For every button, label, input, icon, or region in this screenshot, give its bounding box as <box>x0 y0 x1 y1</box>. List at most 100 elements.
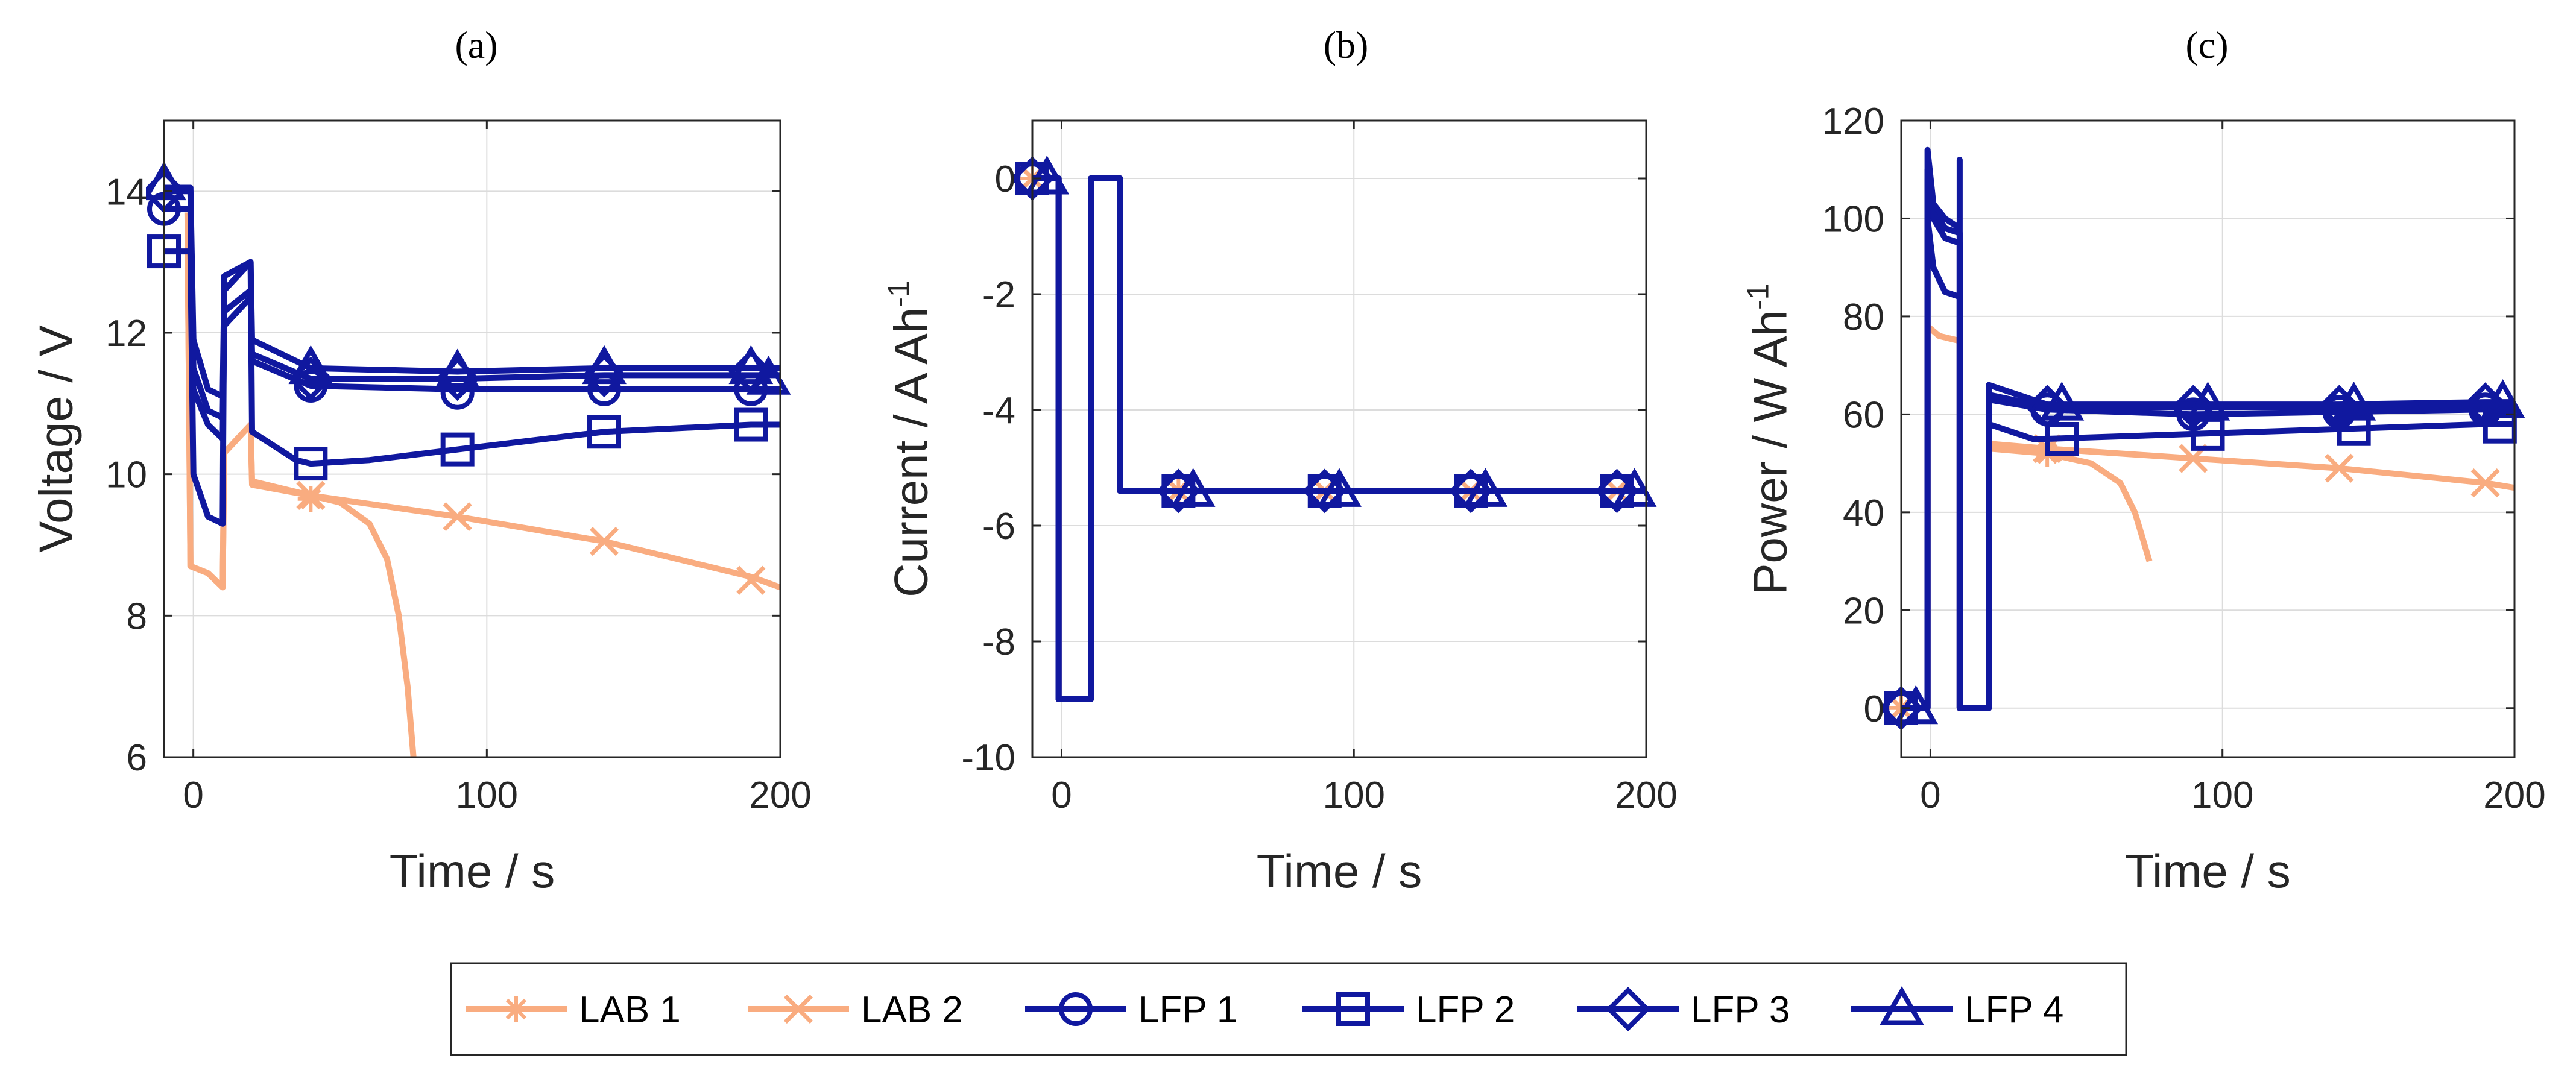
panel-c-lfp-3-marker-3 <box>2317 385 2362 430</box>
panel-a-axes-box <box>163 119 781 758</box>
panel-a-series-lfp-4 <box>146 161 791 400</box>
panel-a-ticks: 0 100 200 6 8 10 12 14 <box>106 121 812 816</box>
panel-a-lab-2-marker-0 <box>296 480 326 510</box>
panel-b-lfp-4-marker-2 <box>1317 468 1362 507</box>
panel-a-ylabel-text: Voltage / V <box>29 325 82 552</box>
legend: LAB 1 LAB 2 LFP 1 LFP 2 LFP 3 LFP 4 <box>450 962 2127 1056</box>
legend-item-lab-2: LAB 2 <box>748 989 963 1031</box>
panel-a-ytick-label-2: 10 <box>106 455 147 496</box>
legend-lfp-4-marker-0 <box>1880 986 1924 1025</box>
panel-b-ytick-label-5: 0 <box>995 159 1015 200</box>
legend-label-lfp-3: LFP 3 <box>1691 989 1790 1031</box>
legend-item-lfp-2: LFP 2 <box>1302 989 1515 1031</box>
panel-b-lfp-3-marker-1 <box>1156 468 1201 514</box>
panel-a-lfp-4-marker-4 <box>728 345 774 385</box>
panel-b-ytick-label-3: -4 <box>982 390 1015 432</box>
panel-b-ylabel-text: Current / A Ah <box>884 307 937 597</box>
panel-c-ytick-label-2: 40 <box>1843 492 1884 534</box>
panel-a: (a) 0 100 200 6 8 10 12 14 Time / s Voltage / V <box>29 24 811 898</box>
panel-a-lfp-4-marker-1 <box>288 345 333 385</box>
legend-box <box>450 962 2127 1056</box>
panel-a-ytick-label-0: 6 <box>127 737 147 779</box>
panel-b-line-lfp-4 <box>1032 175 1646 702</box>
panel-c-xlabel: Time / s <box>2125 845 2290 898</box>
panel-c-lfp-4-marker-4 <box>2480 379 2525 418</box>
legend-label-lfp-1: LFP 1 <box>1138 989 1237 1031</box>
panel-b-lfp-4-marker-4 <box>1612 468 1657 507</box>
legend-lfp-3-marker-0 <box>1606 987 1650 1031</box>
panel-a-title: (a) <box>455 24 497 66</box>
panel-c-lfp-4-marker-3 <box>2331 382 2376 421</box>
legend-lab-2-marker-0 <box>783 994 813 1024</box>
panel-a-series-lab-2 <box>184 212 781 595</box>
legend-items: LAB 1 LAB 2 LFP 1 LFP 2 LFP 3 LFP 4 <box>466 986 2063 1031</box>
panel-a-ylabel: Voltage / V <box>29 325 82 552</box>
legend-item-lfp-1: LFP 1 <box>1025 989 1237 1031</box>
panel-a-lfp-2-marker-3 <box>587 415 621 449</box>
panel-b-ticks: 0 100 200 -10 -8 -6 -4 -2 0 <box>961 121 1678 816</box>
panel-b-xtick-label-2: 200 <box>1615 775 1677 816</box>
panel-c-lab-2-marker-3 <box>2325 453 2354 483</box>
panel-c-xtick-label-0: 0 <box>1920 775 1940 816</box>
panel-b-ytick-label-0: -10 <box>961 737 1015 779</box>
panel-a-xtick-label-1: 100 <box>456 775 518 816</box>
panel-c-ytick-label-1: 20 <box>1843 590 1884 632</box>
panel-a-lfp-2-marker-1 <box>294 447 328 481</box>
panel-b-ytick-label-4: -2 <box>982 274 1015 316</box>
panel-b-lfp-4-marker-0 <box>1024 155 1070 195</box>
panel-a-lfp-4-marker-2 <box>435 348 480 388</box>
panel-c-lfp-2-marker-1 <box>2045 422 2079 456</box>
panel-a-lab-2-marker-2 <box>589 527 619 556</box>
panel-a-ytick-label-3: 12 <box>106 313 147 354</box>
legend-label-lab-1: LAB 1 <box>579 989 681 1031</box>
panel-c-ytick-label-4: 80 <box>1843 297 1884 338</box>
panel-b-ytick-label-1: -8 <box>982 621 1015 663</box>
panel-b-plot-area <box>1032 121 1646 757</box>
panel-a-lab-1-marker-0 <box>297 486 324 512</box>
panel-b-ytick-label-2: -6 <box>982 506 1015 547</box>
panel-b-lfp-3-marker-3 <box>1448 468 1493 514</box>
panel-c-lab-2-marker-4 <box>2470 468 2500 498</box>
panel-b-xtick-label-0: 0 <box>1051 775 1072 816</box>
panel-b-title: (b) <box>1324 24 1369 66</box>
panel-c-series-lfp-4 <box>1893 146 2525 725</box>
panel-c-title: (c) <box>2185 24 2228 66</box>
panel-a-xlabel: Time / s <box>390 845 555 898</box>
panel-c-ylabel-text: Power / W Ah <box>1743 310 1796 595</box>
panel-a-series <box>146 161 791 757</box>
panel-b-ylabel: Current / A Ah-1 <box>882 280 937 597</box>
panel-b: (b) 0 100 200 -10 -8 -6 -4 -2 0 Time / s Current / … <box>882 24 1677 898</box>
panel-c-lfp-4-marker-0 <box>1893 685 1939 725</box>
panel-c-plot-area <box>1901 121 2514 757</box>
panel-c-ticks: 0 100 200 0 20 40 60 80 100 120 <box>1822 101 2546 816</box>
legend-label-lfp-2: LFP 2 <box>1416 989 1515 1031</box>
panel-a-lfp-4-marker-5 <box>746 356 791 395</box>
panel-c-xtick-label-2: 200 <box>2483 775 2545 816</box>
panel-b-lfp-4-marker-3 <box>1463 468 1508 507</box>
panel-c-lfp-3-marker-2 <box>2171 385 2216 430</box>
panel-b-series <box>1014 155 1657 702</box>
legend-label-lab-2: LAB 2 <box>861 989 963 1031</box>
panel-b-ylabel-superscript: -1 <box>882 280 915 307</box>
panel-a-line-lfp-2 <box>164 248 780 527</box>
legend-item-lfp-3: LFP 3 <box>1577 987 1790 1031</box>
panel-c-line-lfp-4 <box>1901 146 2514 711</box>
panel-a-xtick-label-0: 0 <box>183 775 203 816</box>
panel-a-ytick-label-1: 8 <box>127 596 147 637</box>
panel-c-ylabel: Power / W Ah-1 <box>1741 283 1796 595</box>
panel-c-ytick-label-5: 100 <box>1822 198 1884 240</box>
panel-c-xtick-label-1: 100 <box>2191 775 2253 816</box>
panel-a-line-lfp-4 <box>164 184 780 400</box>
panel-a-lab-2-marker-3 <box>736 565 766 595</box>
panel-c-ytick-label-6: 120 <box>1822 101 1884 142</box>
panel-b-lfp-4-marker-1 <box>1170 468 1216 507</box>
panel-a-line-lab-2 <box>184 212 781 591</box>
panel-a-lfp-2-marker-4 <box>734 407 768 442</box>
legend-lfp-2-marker-0 <box>1336 992 1370 1026</box>
legend-lfp-1-marker-0 <box>1059 992 1093 1026</box>
legend-item-lfp-4: LFP 4 <box>1851 986 2063 1031</box>
panel-c-ylabel-superscript: -1 <box>1741 283 1775 310</box>
panel-c-ytick-label-3: 60 <box>1843 394 1884 436</box>
legend-item-lab-1: LAB 1 <box>466 989 681 1031</box>
